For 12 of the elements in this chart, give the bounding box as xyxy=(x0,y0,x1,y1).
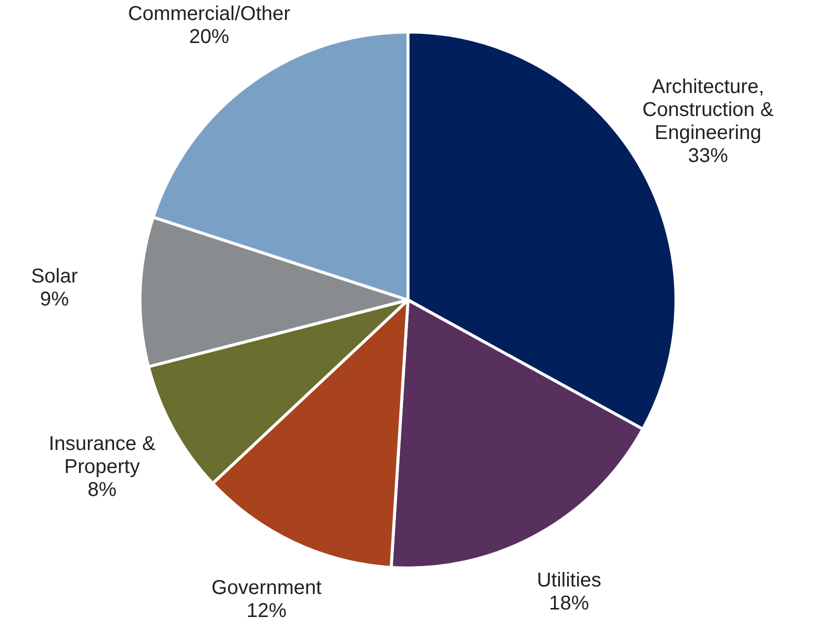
slice-label: Architecture, Construction & Engineering xyxy=(642,76,774,144)
slice-label: Insurance & Property xyxy=(48,433,156,478)
slice-label: Solar xyxy=(31,266,78,288)
data-label: 20% xyxy=(189,26,230,48)
data-label: 9% xyxy=(40,288,70,311)
data-label: 8% xyxy=(88,479,117,502)
data-label: 33% xyxy=(688,145,728,168)
slice-label: Government xyxy=(212,577,322,600)
slice-label: Utilities xyxy=(536,570,602,592)
data-label: 18% xyxy=(549,592,590,615)
slice-label: Commercial/Other xyxy=(128,3,291,26)
data-label: 12% xyxy=(246,600,287,622)
